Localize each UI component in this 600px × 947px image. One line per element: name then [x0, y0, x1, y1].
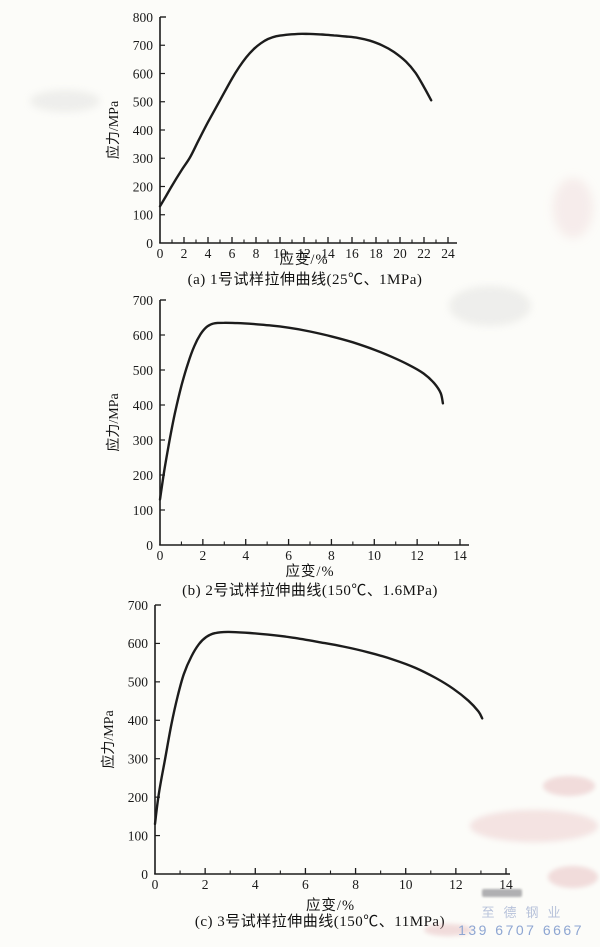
chart-c-x-axis-label: 应变/% — [305, 898, 356, 914]
y-tick-label: 300 — [133, 433, 154, 448]
y-tick-label: 0 — [146, 236, 153, 251]
x-tick-label: 20 — [393, 246, 407, 261]
stress-strain-curve — [158, 32, 433, 208]
y-tick-label: 600 — [133, 66, 154, 81]
x-tick-label: 2 — [202, 877, 209, 892]
chart-b-canvas: 0 2 4 6 8 10 12 14 0 100 200 300 400 500 600 700 应力/MPa — [105, 293, 469, 563]
x-tick-label: 12 — [449, 877, 463, 892]
x-tick-label: 14 — [321, 246, 335, 261]
x-tick-label: 2 — [181, 246, 188, 261]
x-tick-label: 0 — [157, 548, 164, 563]
tensile-curve-chart-a: 0 2 4 6 8 10 12 14 16 18 20 22 24 0 100 200 300 400 500 600… — [0, 0, 600, 292]
y-tick-label: 600 — [128, 636, 149, 651]
y-tick-label: 700 — [128, 598, 149, 613]
y-tick-label: 400 — [128, 713, 149, 728]
y-tick-label: 400 — [133, 123, 154, 138]
chart-c-canvas: 0 2 4 6 8 10 12 14 0 100 200 300 400 500 600 700 应力/MPa — [100, 598, 513, 892]
y-tick-label: 400 — [133, 398, 154, 413]
chart-b-x-axis-label: 应变/% — [285, 564, 335, 580]
tensile-curve-chart-c: 0 2 4 6 8 10 12 14 0 100 200 300 400 500 600 700 应力/MPa … — [0, 598, 600, 947]
y-tick-label: 100 — [133, 208, 154, 223]
tensile-curve-chart-b: 0 2 4 6 8 10 12 14 0 100 200 300 400 500 600 700 应力/MPa … — [0, 292, 600, 599]
x-tick-label: 12 — [410, 548, 424, 563]
chart-b-caption: (b) 2号试样拉伸曲线(150℃、1.6MPa) — [182, 583, 438, 599]
chart-a-caption: (a) 1号试样拉伸曲线(25℃、1MPa) — [187, 272, 423, 288]
y-tick-label: 200 — [133, 179, 154, 194]
y-tick-label: 600 — [133, 328, 154, 343]
x-tick-label: 0 — [157, 246, 164, 261]
y-tick-label: 500 — [133, 95, 154, 110]
x-tick-label: 4 — [242, 548, 249, 563]
y-axis-label: 应力/MPa — [100, 710, 117, 769]
chart-a-canvas: 0 2 4 6 8 10 12 14 16 18 20 22 240100200300400500600… — [105, 10, 457, 261]
chart-a-x-axis-label: 应变/% — [279, 252, 329, 268]
x-tick-label: 6 — [229, 246, 236, 261]
x-tick-label: 22 — [417, 246, 431, 261]
x-tick-label: 6 — [302, 877, 309, 892]
x-tick-label: 16 — [345, 246, 359, 261]
chart-c-caption: (c) 3号试样拉伸曲线(150℃、11MPa) — [194, 914, 446, 930]
x-tick-label: 14 — [453, 548, 467, 563]
y-tick-label: 200 — [133, 468, 154, 483]
x-tick-label: 14 — [499, 877, 513, 892]
y-tick-label: 300 — [128, 752, 149, 767]
y-tick-label: 500 — [128, 675, 149, 690]
x-tick-label: 10 — [273, 246, 287, 261]
watermark-phone-number: 139 6707 6667 — [458, 921, 584, 938]
y-tick-label: 300 — [133, 151, 154, 166]
x-tick-label: 4 — [252, 877, 259, 892]
y-tick-label: 800 — [133, 10, 154, 25]
x-tick-label: 24 — [441, 246, 455, 261]
x-tick-label: 12 — [297, 246, 311, 261]
x-tick-label: 4 — [205, 246, 212, 261]
x-tick-label: 8 — [352, 877, 359, 892]
stress-strain-curve — [158, 321, 445, 501]
y-tick-label: 0 — [141, 867, 148, 882]
stress-strain-curve — [153, 630, 484, 826]
x-tick-label: 18 — [369, 246, 383, 261]
y-tick-label: 700 — [133, 38, 154, 53]
x-tick-label: 8 — [328, 548, 335, 563]
watermark-company-name: 至德钢业 — [481, 905, 570, 921]
y-tick-label: 500 — [133, 363, 154, 378]
y-tick-label: 0 — [146, 538, 153, 553]
x-tick-label: 8 — [253, 246, 260, 261]
x-tick-label: 6 — [285, 548, 292, 563]
y-tick-label: 200 — [128, 790, 149, 805]
x-tick-label: 10 — [399, 877, 413, 892]
y-axis-label: 应力/MPa — [105, 393, 122, 452]
x-tick-label: 2 — [199, 548, 206, 563]
y-tick-label: 700 — [133, 293, 154, 308]
y-tick-label: 100 — [128, 828, 149, 843]
x-tick-label: 0 — [152, 877, 159, 892]
watermark: 至德钢业 139 6707 6667 — [458, 905, 584, 939]
y-axis-label: 应力/MPa — [105, 100, 122, 159]
x-tick-label: 10 — [368, 548, 382, 563]
y-tick-label: 100 — [133, 503, 154, 518]
